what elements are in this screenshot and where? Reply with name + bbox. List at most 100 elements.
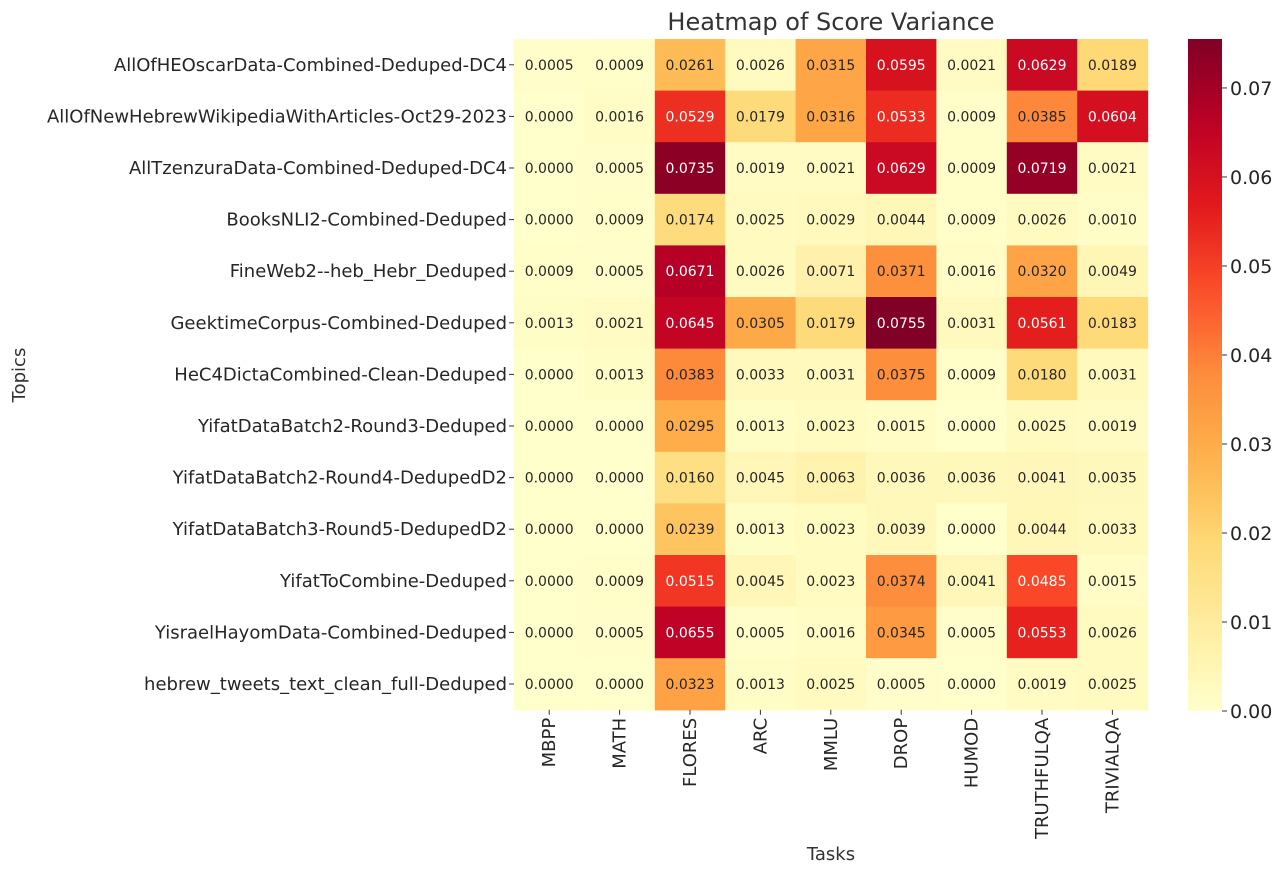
cell-value-label: 0.0049 (1088, 264, 1137, 280)
cell-labels: 0.0005 0.0009 0.0261 0.0026 0.0315 0.0595 0.00… (525, 58, 1137, 693)
heatmap-cell (584, 193, 656, 246)
heatmap-cell (936, 555, 1008, 608)
cell-value-label: 0.0013 (525, 316, 574, 332)
cell-value-label: 0.0019 (1088, 419, 1137, 435)
heatmap-cell (866, 451, 937, 504)
heatmap-cell (1077, 503, 1149, 556)
heatmap-cell (654, 555, 726, 608)
heatmap-cell (795, 193, 867, 246)
cell-value-label: 0.0645 (666, 316, 715, 332)
heatmap-cell (936, 348, 1008, 401)
cell-value-label: 0.0179 (806, 316, 855, 332)
heatmap-cell (725, 90, 797, 143)
cell-value-label: 0.0026 (736, 58, 785, 74)
heatmap-cell (654, 400, 726, 453)
colorbar-tick-label: 0.05 (1230, 256, 1272, 278)
cell-value-label: 0.0000 (525, 109, 574, 125)
cell-value-label: 0.0025 (736, 213, 785, 229)
cell-value-label: 0.0023 (806, 574, 855, 590)
heatmap-cell (584, 606, 656, 659)
row-tick-label: YifatDataBatch2-Round4-DedupedD2 (172, 468, 507, 489)
row-tick-label: AllOfHEOscarData-Combined-Deduped-DC4 (114, 55, 507, 76)
heatmap-cell (514, 658, 585, 711)
chart-title: Heatmap of Score Variance (667, 8, 994, 36)
cell-value-label: 0.0000 (525, 161, 574, 177)
cell-value-label: 0.0604 (1088, 109, 1137, 125)
cell-value-label: 0.0000 (525, 419, 574, 435)
heatmap-cell (1077, 606, 1149, 659)
column-tick-label: MATH (610, 718, 631, 769)
cell-value-label: 0.0005 (877, 677, 926, 693)
cell-value-label: 0.0035 (1088, 471, 1137, 487)
column-tick-label: FLORES (680, 718, 701, 787)
heatmap-cell (866, 90, 937, 143)
cell-value-label: 0.0013 (595, 367, 644, 383)
heatmap-cell (584, 348, 656, 401)
heatmap-cell (1006, 348, 1078, 401)
row-tick-label: YisraelHayomData-Combined-Deduped (154, 622, 507, 643)
cell-value-label: 0.0023 (806, 419, 855, 435)
cell-value-label: 0.0320 (1018, 264, 1067, 280)
heatmap-cell (584, 503, 656, 556)
heatmap-cell (584, 451, 656, 504)
row-tick-label: FineWeb2--heb_Hebr_Deduped (230, 261, 507, 282)
cell-value-label: 0.0375 (877, 367, 926, 383)
heatmap-cell (795, 348, 867, 401)
heatmap-cell (795, 658, 867, 711)
heatmap-cell (936, 658, 1008, 711)
cell-value-label: 0.0000 (525, 677, 574, 693)
heatmap-cell (725, 193, 797, 246)
heatmap-cell (1077, 193, 1149, 246)
cell-value-label: 0.0036 (947, 471, 996, 487)
heatmap-cell (514, 606, 585, 659)
heatmap-cell (1006, 245, 1078, 298)
cell-value-label: 0.0025 (806, 677, 855, 693)
cell-value-label: 0.0044 (877, 213, 926, 229)
cell-value-label: 0.0016 (806, 625, 855, 641)
cell-value-label: 0.0000 (525, 574, 574, 590)
row-tick-label: BooksNLI2-Combined-Deduped (226, 210, 507, 231)
cell-value-label: 0.0485 (1018, 574, 1067, 590)
heatmap-cell (866, 348, 937, 401)
colorbar-tick-label: 0.04 (1230, 345, 1272, 367)
cell-value-label: 0.0009 (947, 109, 996, 125)
heatmap-cell (654, 245, 726, 298)
column-tick-label: HUMOD (962, 718, 983, 788)
cell-value-label: 0.0005 (947, 625, 996, 641)
column-tick-label: TRIVIALQA (1102, 717, 1123, 814)
cell-value-label: 0.0595 (877, 58, 926, 74)
heatmap-cell (1006, 193, 1078, 246)
heatmap-cell (514, 90, 585, 143)
cell-value-label: 0.0023 (806, 522, 855, 538)
colorbar-tick-label: 0.00 (1230, 701, 1272, 723)
colorbar-tick-label: 0.03 (1230, 434, 1272, 456)
heatmap-cell (514, 503, 585, 556)
cell-value-label: 0.0005 (595, 264, 644, 280)
heatmap-cell (1077, 39, 1149, 92)
row-tick-labels: AllOfHEOscarData-Combined-Deduped-DC4 All… (47, 55, 514, 695)
cell-value-label: 0.0180 (1018, 367, 1067, 383)
colorbar (1188, 39, 1222, 711)
cell-value-label: 0.0039 (877, 522, 926, 538)
cell-value-label: 0.0009 (947, 161, 996, 177)
cell-value-label: 0.0071 (806, 264, 855, 280)
cell-value-label: 0.0189 (1088, 58, 1137, 74)
heatmap-cell (866, 297, 937, 350)
cell-value-label: 0.0021 (595, 316, 644, 332)
cell-value-label: 0.0000 (525, 471, 574, 487)
cell-value-label: 0.0005 (736, 625, 785, 641)
heatmap-cell (514, 39, 585, 92)
cell-value-label: 0.0239 (666, 522, 715, 538)
cell-value-label: 0.0013 (736, 677, 785, 693)
cell-value-label: 0.0000 (525, 625, 574, 641)
heatmap-cell (795, 503, 867, 556)
cell-value-label: 0.0045 (736, 471, 785, 487)
heatmap-cell (654, 451, 726, 504)
cell-value-label: 0.0561 (1018, 316, 1067, 332)
cell-value-label: 0.0755 (877, 316, 926, 332)
heatmap-cell (725, 297, 797, 350)
heatmap-cell (654, 297, 726, 350)
column-tick-labels: MBPP MATH FLORES ARC MMLU DROP HUMOD TRUTHFULQA… (539, 709, 1123, 840)
row-tick-label: AllOfNewHebrewWikipediaWithArticles-Oct2… (47, 106, 507, 127)
heatmap-cell (795, 400, 867, 453)
